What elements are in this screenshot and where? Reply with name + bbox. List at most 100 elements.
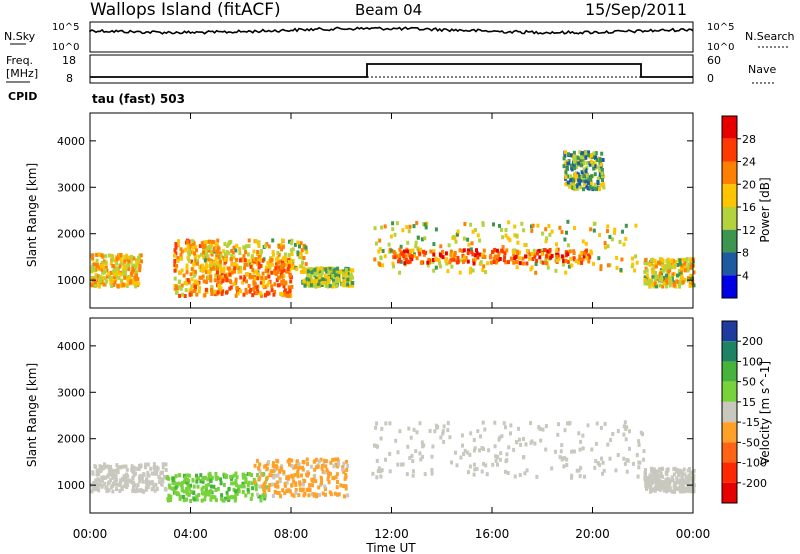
colorbar-tick-label: 28 <box>742 133 756 146</box>
echo-cell <box>231 250 235 255</box>
echo-cell <box>517 437 521 442</box>
echo-cell <box>335 276 339 281</box>
echo-cell <box>690 260 694 265</box>
echo-cell <box>161 470 164 475</box>
echo-cell <box>667 261 671 266</box>
echo-cell <box>214 471 218 476</box>
echo-cell <box>668 279 672 284</box>
echo-cell <box>379 256 383 261</box>
echo-cell <box>169 494 173 499</box>
echo-cell <box>127 275 131 280</box>
echo-cell <box>682 467 686 472</box>
echo-cell <box>312 477 316 482</box>
echo-cell <box>196 258 199 263</box>
echo-cell <box>220 493 224 498</box>
echo-cell <box>678 478 682 483</box>
echo-cell <box>513 233 517 238</box>
echo-cell <box>242 484 246 489</box>
echo-cell <box>214 256 218 261</box>
echo-cell <box>643 275 647 280</box>
echo-cell <box>653 259 657 264</box>
echo-cell <box>111 257 115 262</box>
echo-cell <box>522 455 526 460</box>
echo-cell <box>174 490 177 495</box>
echo-cell <box>667 267 670 272</box>
echo-cell <box>501 235 505 240</box>
echo-cell <box>277 491 281 496</box>
echo-cell <box>289 279 293 284</box>
echo-cell <box>595 187 598 192</box>
echo-cell <box>633 268 637 273</box>
echo-cell <box>152 462 156 467</box>
echo-cell <box>569 174 573 179</box>
echo-cell <box>643 278 647 282</box>
echo-cell <box>120 487 124 492</box>
echo-cell <box>652 487 655 492</box>
echo-cell <box>423 472 427 477</box>
echo-cell <box>344 459 348 464</box>
echo-cell <box>227 240 231 245</box>
echo-cell <box>230 481 234 486</box>
echo-cell <box>512 447 516 452</box>
echo-cell <box>494 259 498 264</box>
echo-cell <box>179 247 183 252</box>
echo-cell <box>432 242 436 247</box>
echo-cell <box>494 454 498 459</box>
echo-cell <box>424 250 428 255</box>
echo-cell <box>257 255 261 259</box>
echo-cell <box>575 468 579 473</box>
echo-cell <box>279 243 283 248</box>
echo-cell <box>563 237 567 242</box>
echo-cell <box>582 151 586 156</box>
echo-cell <box>266 261 270 265</box>
echo-cell <box>138 265 142 270</box>
echo-cell <box>100 484 104 488</box>
echo-cell <box>251 254 254 259</box>
echo-cell <box>287 260 291 264</box>
echo-cell <box>251 486 255 491</box>
echo-cell <box>333 457 337 462</box>
echo-cell <box>204 262 208 267</box>
echo-cell <box>396 462 400 467</box>
echo-cell <box>231 270 235 275</box>
echo-cell <box>186 478 189 482</box>
echo-cell <box>260 472 264 477</box>
echo-cell <box>232 245 236 250</box>
echo-cell <box>332 464 336 469</box>
echo-cell <box>209 267 213 272</box>
echo-cell <box>238 251 242 256</box>
echo-cell <box>598 233 601 238</box>
echo-cell <box>659 487 663 492</box>
colorbar-tick-label: 200 <box>742 335 763 348</box>
echo-cell <box>689 277 693 282</box>
echo-cell <box>419 247 423 252</box>
echo-cell <box>500 434 504 439</box>
echo-cell <box>173 263 177 268</box>
echo-cell <box>456 259 460 264</box>
echo-cell <box>487 448 491 453</box>
echo-cell <box>452 235 456 239</box>
echo-cell <box>204 483 208 488</box>
echo-cell <box>285 489 289 494</box>
echo-cell <box>670 489 674 494</box>
echo-cell <box>588 184 592 189</box>
echo-cell <box>689 471 692 476</box>
echo-cell <box>208 489 212 494</box>
echo-cell <box>644 468 647 472</box>
echo-cell <box>504 233 508 238</box>
echo-cell <box>241 472 245 477</box>
echo-cell <box>337 462 341 467</box>
echo-cell <box>109 477 113 482</box>
echo-cell <box>206 477 210 482</box>
echo-cell <box>335 472 339 477</box>
echo-cell <box>246 487 250 492</box>
echo-cell <box>616 453 620 457</box>
echo-cell <box>544 239 548 244</box>
echo-cell <box>191 245 195 250</box>
echo-cell <box>454 450 457 455</box>
echo-cell <box>313 272 317 277</box>
echo-cell <box>134 284 138 289</box>
echo-cell <box>324 492 327 497</box>
echo-cell <box>248 472 251 477</box>
echo-cell <box>215 273 219 277</box>
